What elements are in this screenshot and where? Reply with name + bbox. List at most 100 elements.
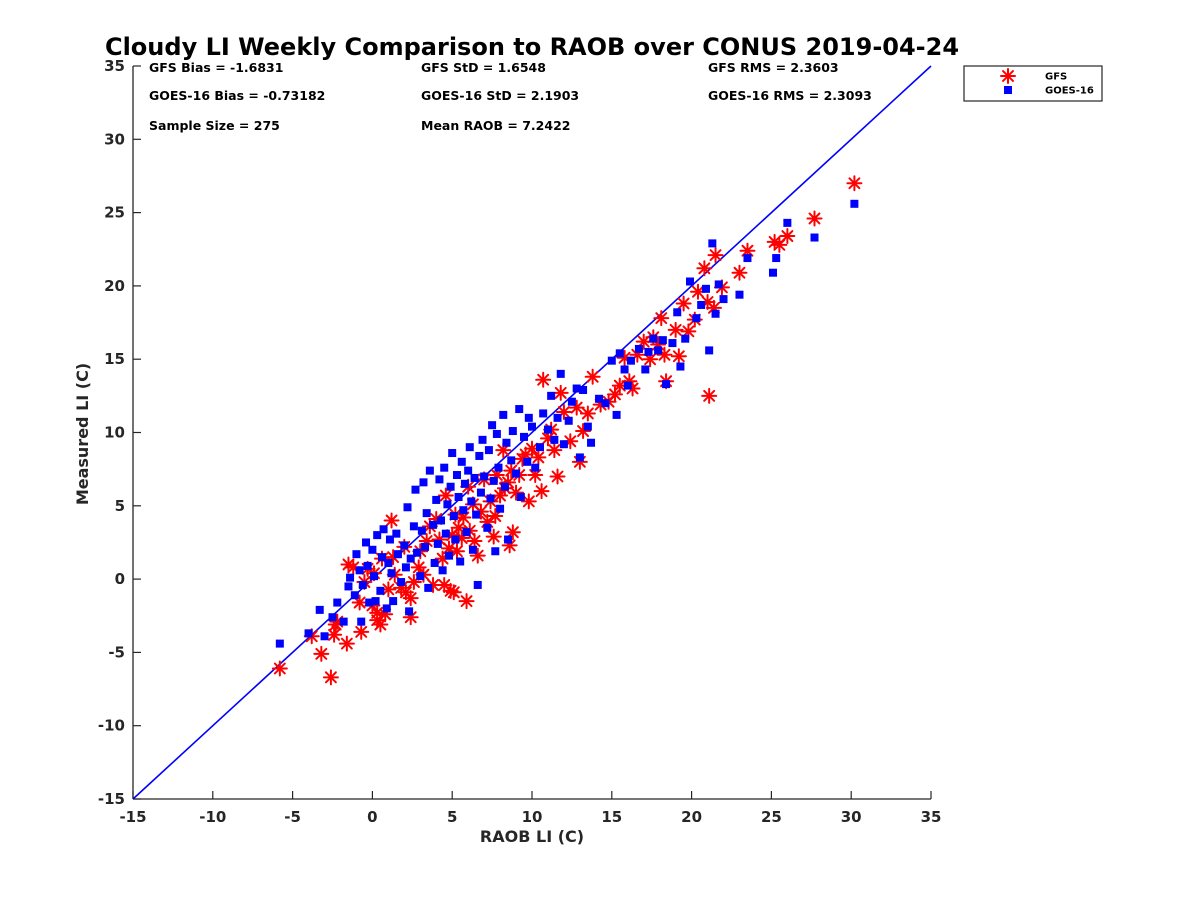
y-tick-label: 25 [104, 204, 125, 222]
goes16-point [452, 471, 461, 480]
gfs-point [584, 368, 601, 385]
goes16-point [623, 381, 632, 390]
goes16-point [456, 557, 465, 566]
goes16-point [413, 548, 422, 557]
asterisk-stroke [768, 235, 781, 248]
asterisk-stroke [494, 489, 507, 502]
chart-title: Cloudy LI Weekly Comparison to RAOB over… [105, 33, 959, 61]
goes16-point [601, 399, 610, 408]
goes16-point [467, 497, 476, 506]
goes16-point [406, 554, 415, 563]
goes16-point [735, 290, 744, 299]
x-tick-label: -10 [199, 808, 226, 826]
gfs-point [487, 508, 504, 525]
goes16-point [516, 493, 525, 502]
goes16-point [626, 356, 635, 365]
asterisk-stroke [505, 464, 518, 477]
gfs-point [466, 532, 483, 549]
x-tick-label: 5 [447, 808, 457, 826]
y-tick-label: 5 [115, 497, 125, 515]
gfs-point [437, 487, 454, 504]
goes16-point [575, 453, 584, 462]
goes16-point [438, 566, 447, 575]
gfs-point [520, 493, 537, 510]
gfs-point [696, 260, 713, 277]
asterisk-stroke [324, 671, 337, 684]
gfs-point [338, 635, 355, 652]
goes16-point [478, 435, 487, 444]
goes16-point [371, 597, 380, 606]
goes16-point [429, 520, 438, 529]
gfs-point [653, 310, 670, 327]
gfs-point [527, 467, 544, 484]
goes16-point [401, 563, 410, 572]
goes16-point [363, 561, 372, 570]
goes16-point [528, 422, 536, 431]
asterisk-stroke [510, 486, 522, 499]
gfs-point [524, 440, 540, 457]
goes16-point [524, 413, 533, 422]
goes16-point [553, 413, 562, 422]
goes16-point [377, 553, 386, 562]
asterisk-stroke [535, 485, 548, 498]
gfs-point [675, 295, 692, 312]
goes16-point [615, 349, 624, 358]
gfs-point [445, 584, 462, 601]
goes16-point [357, 617, 366, 626]
asterisk-stroke [554, 386, 567, 399]
asterisk-stroke [586, 370, 599, 383]
goes16-point [649, 334, 658, 343]
goes16-point [768, 268, 777, 277]
goes16-point [437, 516, 446, 525]
gfs-point [530, 449, 547, 466]
asterisk-stroke [489, 510, 502, 523]
goes16-point [475, 451, 484, 460]
gfs-point [351, 594, 368, 611]
legend-label: GOES-16 [1045, 86, 1094, 97]
goes16-point [711, 309, 720, 318]
goes16-point [411, 485, 420, 494]
asterisk-stroke [355, 625, 368, 638]
one-to-one-line [132, 65, 932, 800]
stat-text: GOES-16 Bias = -0.73182 [149, 88, 325, 103]
asterisk-stroke [548, 444, 561, 457]
goes16-point [350, 591, 359, 600]
goes16-point [567, 397, 576, 406]
gfs-point [485, 528, 502, 545]
series-goes-16 [275, 199, 859, 648]
goes16-point [389, 597, 398, 606]
y-tick-label: 15 [104, 350, 125, 368]
goes16-point [459, 506, 468, 515]
y-tick-label: 10 [104, 424, 125, 442]
goes16-point [355, 566, 364, 575]
goes16-point [564, 416, 573, 425]
asterisk-stroke [447, 586, 460, 599]
goes16-point [681, 334, 690, 343]
goes16-point [376, 586, 385, 595]
y-tick-label: -10 [98, 717, 125, 735]
asterisk-stroke [692, 285, 704, 298]
y-tick-label: -15 [98, 790, 125, 808]
asterisk-stroke [347, 561, 360, 574]
asterisk-stroke [570, 401, 583, 414]
goes16-point [543, 425, 552, 434]
gfs-point [606, 386, 623, 403]
y-tick-label: 35 [104, 57, 125, 75]
goes16-point [658, 336, 667, 345]
asterisk-stroke [655, 312, 668, 325]
goes16-point [441, 529, 450, 538]
gfs-point [731, 264, 748, 281]
gfs-point [504, 524, 521, 541]
goes16-point [491, 547, 500, 556]
asterisk-stroke [404, 592, 417, 605]
x-tick-label: 25 [761, 808, 782, 826]
asterisk-stroke [677, 297, 690, 310]
goes16-point [644, 347, 653, 356]
goes16-point [358, 580, 367, 589]
asterisk-stroke [644, 353, 657, 366]
plot-area: -15 -10 -5 0 5 10 15 20 25 30 35 -15 -10 -5 0 5 10 15 20 25… [98, 57, 942, 826]
asterisk-stroke [273, 662, 286, 675]
goes16-point [403, 503, 412, 512]
goes16-point [421, 542, 430, 551]
